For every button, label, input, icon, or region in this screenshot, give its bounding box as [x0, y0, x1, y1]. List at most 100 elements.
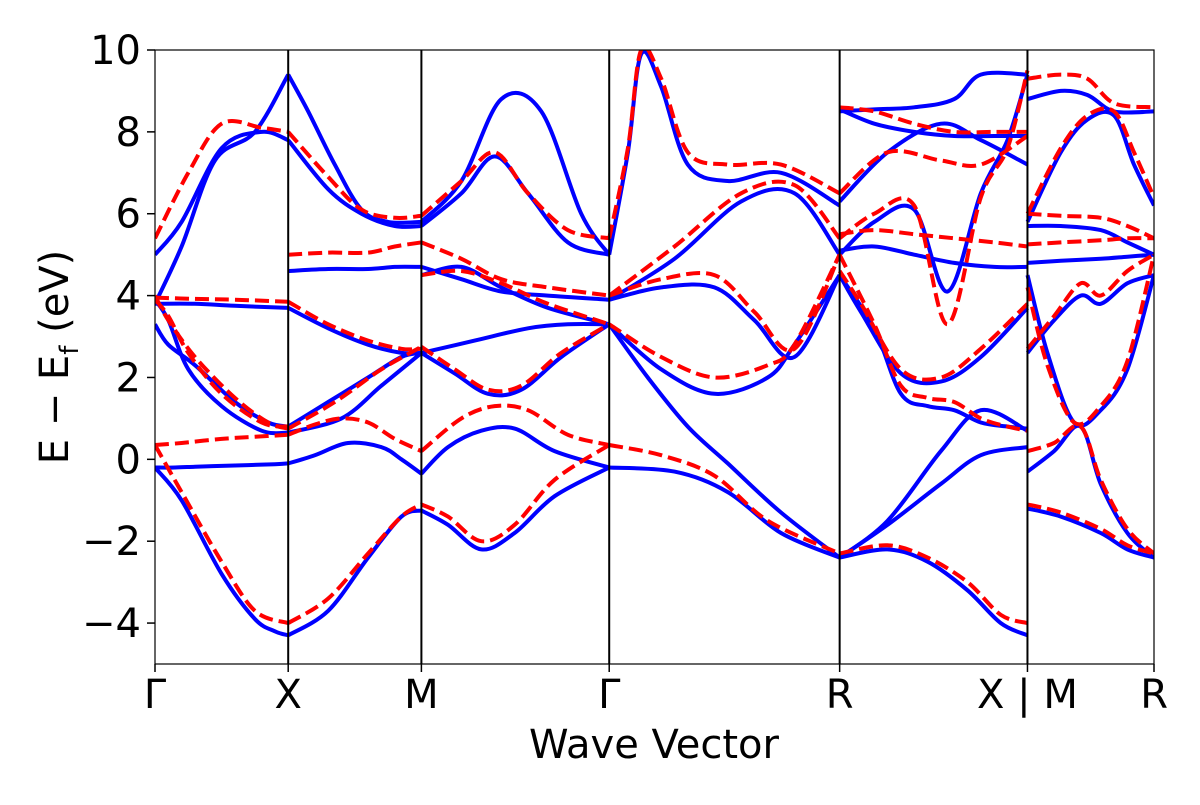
dashed-band-line-67: [608, 253, 842, 353]
y-axis-ticks: −4 −2 0 2 4 6 8 10: [82, 28, 155, 647]
solid-band-line-13: [420, 322, 611, 398]
solid-band-line-45: [1025, 109, 1154, 223]
solid-band-line-42: [1025, 274, 1154, 428]
x-tick-label: X: [274, 672, 301, 718]
solid-band-line-40: [1027, 252, 1154, 265]
solid-band-line-5: [155, 466, 289, 638]
dashed-band-line-72: [837, 253, 1028, 433]
solid-band-line-41: [1027, 223, 1154, 257]
dashed-band-line-54: [839, 543, 1029, 626]
y-tick-label: −4: [82, 601, 141, 647]
dashed-band-line-64: [288, 240, 422, 257]
x-axis-ticks: Γ X M Γ R X | M R: [144, 664, 1168, 718]
plot-frame: [154, 49, 1155, 665]
dashed-band-line-58: [608, 253, 842, 380]
dashed-band-line-62: [286, 130, 422, 221]
x-tick-label: R: [826, 672, 854, 718]
solid-band-line-3: [609, 465, 841, 560]
solid-band-line-39: [1025, 273, 1154, 355]
dashed-band-line-69: [607, 50, 841, 239]
dashed-band-line-48: [287, 416, 423, 453]
solid-band-line-44: [1027, 506, 1154, 560]
dashed-band-line-59: [155, 295, 289, 304]
dashed-band-line-76: [1025, 252, 1154, 351]
y-axis-label-unit: (eV): [32, 250, 78, 346]
solid-band-line-23: [155, 73, 290, 305]
solid-band-line-20: [155, 129, 289, 256]
x-axis-label: Wave Vector: [529, 722, 780, 768]
dashed-band-line-80: [1026, 423, 1154, 556]
solid-band-line-30: [608, 187, 842, 302]
dashed-band-line-71: [839, 228, 1028, 249]
solid-band-line-0: [155, 461, 289, 470]
dashed-band-line-53: [420, 443, 611, 544]
dashed-band-line-82: [1025, 106, 1154, 215]
series-layer: [155, 50, 1154, 638]
solid-band-line-28: [420, 264, 610, 327]
x-tick-label: X | M: [977, 672, 1078, 718]
dashed-band-line-55: [155, 294, 289, 431]
y-axis-label-main: E − E: [32, 355, 78, 465]
solid-band-line-27: [420, 264, 610, 302]
dashed-band-line-56: [287, 345, 423, 431]
y-tick-label: 10: [90, 28, 141, 74]
dashed-band-line-50: [608, 443, 841, 556]
dashed-band-line-84: [155, 298, 289, 429]
solid-band-line-17: [420, 321, 610, 355]
solid-band-line-26: [288, 264, 422, 273]
solid-band-line-16: [287, 351, 423, 435]
solid-band-line-32: [837, 274, 1029, 386]
dashed-band-line-78: [1027, 211, 1154, 241]
dashed-band-line-60: [287, 299, 422, 352]
solid-band-line-15: [155, 298, 289, 436]
dashed-band-line-77: [1027, 236, 1154, 247]
y-tick-label: 6: [116, 192, 141, 238]
solid-band-line-38: [838, 121, 1029, 203]
solid-band-line-9: [839, 547, 1029, 638]
solid-band-line-21: [286, 138, 422, 229]
dashed-band-line-74: [839, 105, 1028, 135]
solid-band-line-29: [608, 274, 842, 361]
dashed-band-line-57: [420, 322, 611, 394]
x-tick-label: M: [404, 672, 439, 718]
y-tick-label: 8: [116, 110, 141, 156]
dashed-band-line-75: [838, 134, 1029, 195]
y-axis-label-subscript: f: [55, 345, 85, 355]
x-tick-label: R: [1140, 672, 1168, 718]
solid-band-line-11: [155, 323, 289, 429]
dashed-band-line-83: [1027, 72, 1154, 110]
solid-band-line-7: [420, 465, 611, 552]
solid-band-line-31: [607, 50, 841, 256]
dashed-band-line-52: [287, 502, 423, 625]
y-tick-label: −2: [82, 519, 141, 565]
y-tick-label: 4: [116, 274, 141, 320]
dashed-band-line-79: [1025, 254, 1154, 427]
solid-band-line-10: [838, 407, 1029, 560]
dashed-band-line-68: [607, 179, 842, 298]
solid-band-line-35: [838, 74, 1030, 294]
dashed-band-line-66: [421, 268, 610, 327]
dashed-band-line-49: [420, 403, 610, 453]
x-tick-label: Γ: [598, 672, 621, 718]
solid-band-line-36: [838, 107, 1028, 139]
solid-band-line-18: [155, 301, 289, 310]
k-point-lines: [287, 50, 1029, 664]
solid-band-line-8: [607, 323, 841, 560]
dashed-band-line-65: [420, 240, 610, 298]
solid-band-line-46: [1026, 88, 1154, 115]
solid-band-line-34: [837, 274, 1028, 431]
dashed-band-line-61: [155, 118, 289, 240]
solid-band-line-37: [839, 70, 1028, 114]
dashed-band-line-47: [155, 432, 289, 447]
solid-band-line-22: [420, 154, 610, 257]
x-tick-label: Γ: [144, 672, 167, 718]
y-tick-label: 2: [116, 355, 141, 401]
y-tick-label: 0: [116, 437, 141, 483]
dashed-band-line-51: [155, 444, 289, 626]
solid-band-line-24: [286, 73, 422, 225]
dashed-band-line-63: [420, 150, 610, 241]
solid-band-line-1: [287, 440, 423, 476]
solid-band-line-6: [287, 508, 422, 638]
